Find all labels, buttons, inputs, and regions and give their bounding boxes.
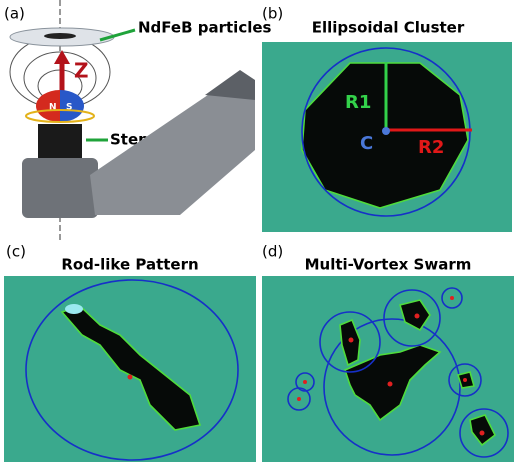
center xyxy=(415,314,420,319)
panel-d: (d) Multi-Vortex Swarm xyxy=(262,243,514,463)
center xyxy=(128,375,133,380)
arm-base xyxy=(22,158,98,218)
center xyxy=(349,338,354,343)
panel-c: (c) Rod-like Pattern xyxy=(4,243,256,463)
r2-label: R2 xyxy=(418,137,444,158)
center xyxy=(480,431,485,436)
particles xyxy=(44,33,76,39)
panel-label: (c) xyxy=(6,243,26,261)
panel-title: Multi-Vortex Swarm xyxy=(305,256,472,274)
center xyxy=(303,380,307,384)
panel-title: Rod-like Pattern xyxy=(61,256,198,274)
panel-title: Ellipsoidal Cluster xyxy=(312,19,465,37)
panel-label: (b) xyxy=(262,5,283,23)
center xyxy=(297,397,301,401)
annotation: NdFeB particles xyxy=(138,19,272,37)
center xyxy=(450,296,454,300)
panel-label: (a) xyxy=(4,5,25,23)
axis-label: Z xyxy=(74,59,89,83)
robot-arm-joint xyxy=(205,70,255,100)
center xyxy=(463,378,467,382)
r1-label: R1 xyxy=(345,92,371,113)
motor xyxy=(38,124,82,158)
center xyxy=(388,382,393,387)
center xyxy=(382,127,390,135)
panel-label: (d) xyxy=(262,243,283,261)
panel-b: (b) Ellipsoidal Cluster R1 C R2 xyxy=(262,5,512,233)
panel-a: (a) NdFeB particles Z N S Stepper Motor xyxy=(4,0,272,240)
figure: (a) NdFeB particles Z N S Stepper Motor … xyxy=(0,0,514,464)
c-label: C xyxy=(360,133,373,154)
glare xyxy=(65,304,83,314)
